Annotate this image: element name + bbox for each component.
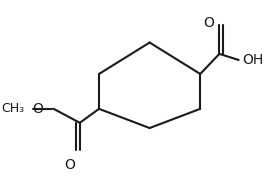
Text: O: O [204,16,214,30]
Text: CH₃: CH₃ [1,102,24,115]
Text: O: O [64,158,75,172]
Text: O: O [32,102,43,116]
Text: OH: OH [242,53,263,67]
